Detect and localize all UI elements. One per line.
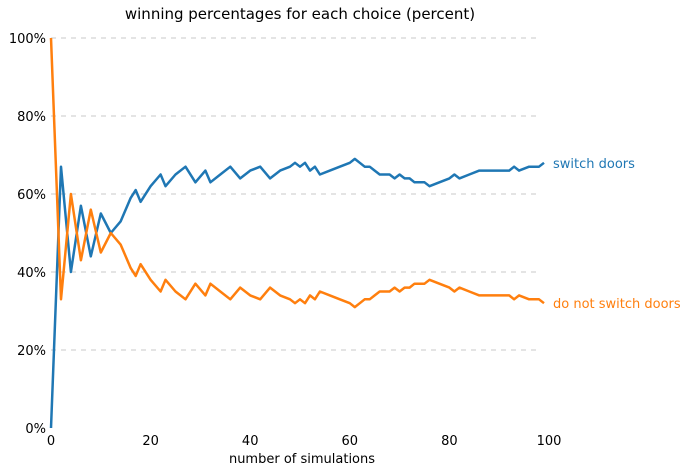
- x-tick-label: 0: [47, 434, 55, 449]
- chart-title: winning percentages for each choice (per…: [125, 5, 475, 23]
- tick-labels: 0% 20% 40% 60% 80% 100% 0 20 40 60 80 100: [9, 32, 562, 449]
- series-line-switch-doors: [49, 157, 545, 429]
- series-label-switch-doors: switch doors: [553, 157, 635, 172]
- y-tick-label: 20%: [17, 344, 46, 359]
- y-tick-label: 100%: [9, 32, 46, 47]
- series-line-do-not-switch-doors: [49, 37, 545, 309]
- x-tick-label: 20: [142, 434, 159, 449]
- series-label-do-not-switch-doors: do not switch doors: [553, 297, 681, 312]
- y-tick-label: 40%: [17, 266, 46, 281]
- x-tick-label: 100: [537, 434, 562, 449]
- x-tick-label: 60: [342, 434, 359, 449]
- y-tick-label: 60%: [17, 188, 46, 203]
- series-labels: switch doors do not switch doors: [553, 157, 681, 312]
- series-lines: [49, 37, 545, 429]
- x-axis-label: number of simulations: [229, 452, 375, 467]
- y-tick-label: 80%: [17, 110, 46, 125]
- y-tick-label: 0%: [25, 422, 46, 437]
- x-tick-label: 80: [441, 434, 458, 449]
- x-tick-label: 40: [242, 434, 259, 449]
